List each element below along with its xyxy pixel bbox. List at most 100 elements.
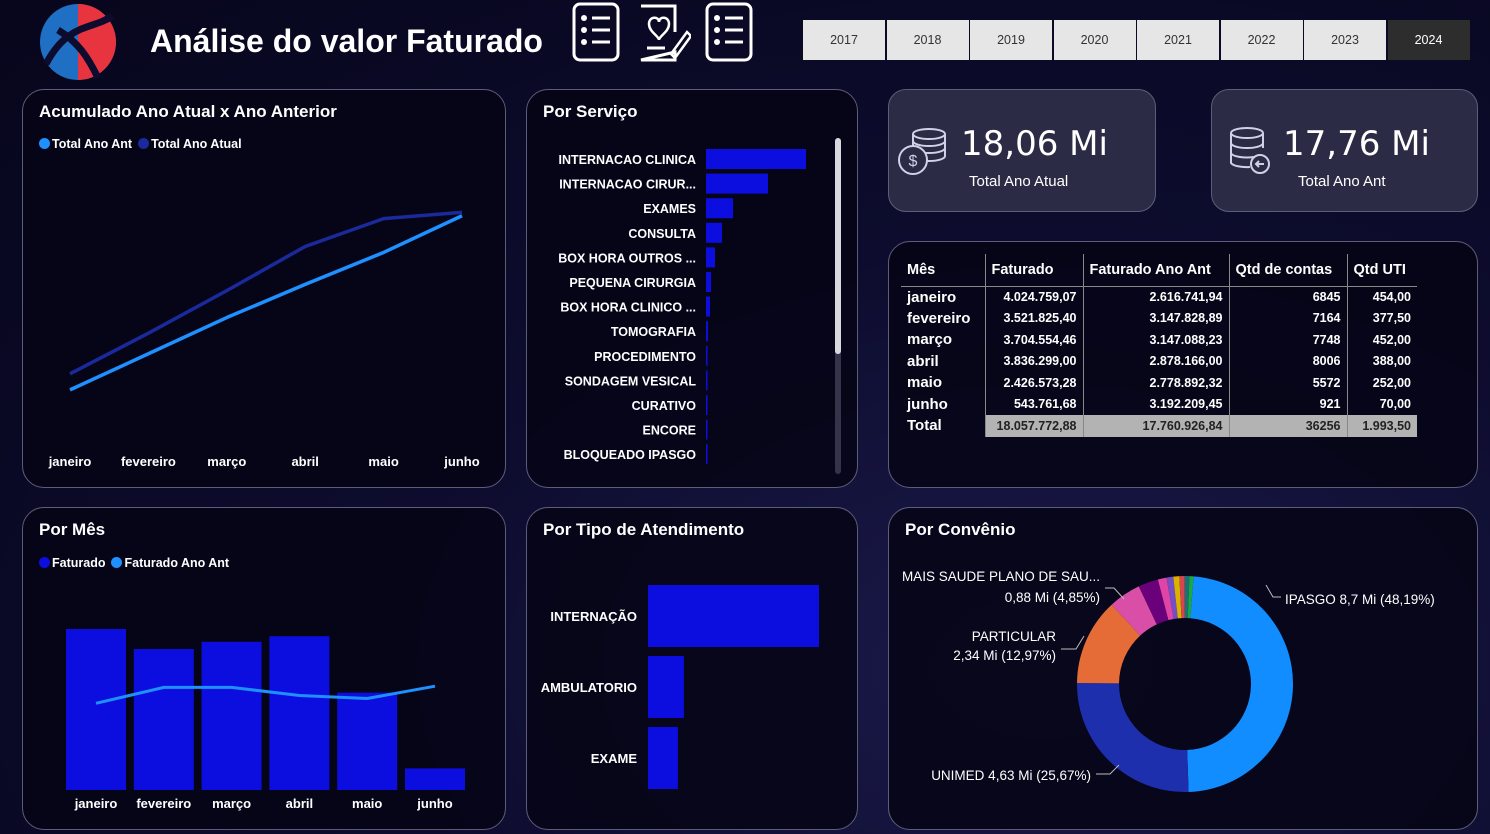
legend-item-total-ano-ant[interactable]: Total Ano Ant <box>39 137 132 151</box>
donut-slice <box>1166 576 1178 619</box>
table-cell: 3.836.299,00 <box>984 350 1083 372</box>
donut-label-unimed: UNIMED 4,63 Mi (25,67%) <box>931 768 1091 783</box>
table-cell: 543.761,68 <box>984 393 1083 415</box>
legend-item-faturado[interactable]: Faturado <box>39 556 105 570</box>
column-header[interactable]: Qtd UTI <box>1346 254 1417 287</box>
legend-dot-icon <box>111 557 123 568</box>
table-row: junho 543.761,68 3.192.209,45 921 70,00 <box>901 393 1417 415</box>
table-cell: 70,00 <box>1346 393 1417 415</box>
list-document-icon[interactable] <box>572 2 622 62</box>
legend-item-total-ano-atual[interactable]: Total Ano Atual <box>138 137 242 151</box>
scrollbar-thumb[interactable] <box>835 138 841 354</box>
servico-bar <box>706 345 708 366</box>
table-cell: 388,00 <box>1346 350 1417 372</box>
row-label: fevereiro <box>907 309 971 327</box>
month-bar <box>269 636 330 790</box>
medical-record-icon[interactable] <box>637 2 691 62</box>
x-tick-label: abril <box>291 454 318 469</box>
donut-slice <box>1184 576 1190 619</box>
y-tick-label: PEQUENA CIRURGIA <box>569 276 696 290</box>
table-cell: 2.778.892,32 <box>1082 372 1229 394</box>
x-tick-label: março <box>207 454 246 469</box>
table-cell: 7164 <box>1228 307 1347 329</box>
row-label: maio <box>907 374 943 392</box>
table-cell: 3.704.554,46 <box>984 329 1083 351</box>
table-row: fevereiro 3.521.825,40 3.147.828,89 7164 377… <box>901 307 1417 329</box>
kpi-label: Total Ano Atual <box>969 173 1069 190</box>
coins-dollar-icon: $ <box>898 128 946 175</box>
database-back-icon <box>1230 127 1270 174</box>
row-label: junho <box>907 395 948 413</box>
year-button-2017[interactable]: 2017 <box>803 20 885 60</box>
donut-slice <box>1138 579 1169 625</box>
donut-label-particular: PARTICULAR <box>972 629 1057 644</box>
table-cell: 3.147.828,89 <box>1082 307 1229 329</box>
checklist-icon[interactable] <box>705 2 755 62</box>
tipo-bar <box>648 585 819 647</box>
year-button-2023[interactable]: 2023 <box>1304 20 1386 60</box>
year-button-2021[interactable]: 2021 <box>1137 20 1219 60</box>
y-tick-label: SONDAGEM VESICAL <box>565 374 697 388</box>
table-row: maio 2.426.573,28 2.778.892,32 5572 252,00 <box>901 372 1417 394</box>
y-tick-label: ENCORE <box>643 424 696 438</box>
year-button-2024[interactable]: 2024 <box>1387 20 1470 60</box>
y-tick-label: INTERNACAO CLINICA <box>559 153 697 167</box>
year-slicer: 2017 2018 2019 2020 2021 2022 2023 2024 <box>803 20 1471 60</box>
y-tick-label: BOX HORA CLINICO ... <box>560 301 696 315</box>
servico-bar <box>706 198 733 219</box>
table-row: janeiro 4.024.759,07 2.616.741,94 6845 454,0… <box>901 286 1417 308</box>
table-cell: 36256 <box>1228 415 1347 437</box>
column-header[interactable]: Mês <box>901 254 985 287</box>
table-row: abril 3.836.299,00 2.878.166,00 8006 388,00 <box>901 350 1417 372</box>
y-tick-label: EXAME <box>591 751 638 766</box>
faturamento-table-panel: Mês Faturado Faturado Ano Ant Qtd de contas… <box>888 241 1478 488</box>
row-label: Total <box>907 417 942 435</box>
y-tick-label: INTERNAÇÃO <box>550 609 637 624</box>
tipo-bar <box>648 656 684 718</box>
table-cell: 1.993,50 <box>1346 415 1417 437</box>
donut-label-mais-saude-value: 0,88 Mi (4,85%) <box>1005 590 1100 605</box>
table-cell: 3.192.209,45 <box>1082 393 1229 415</box>
table-header-row: Mês Faturado Faturado Ano Ant Qtd de contas… <box>901 254 1417 287</box>
y-tick-label: INTERNACAO CIRUR... <box>559 178 696 192</box>
donut-slice <box>1077 604 1141 684</box>
year-button-2022[interactable]: 2022 <box>1220 20 1303 60</box>
legend-dot-icon <box>138 138 150 149</box>
year-button-2018[interactable]: 2018 <box>886 20 969 60</box>
line-series-faturado-ano-ant <box>95 684 436 705</box>
month-bar <box>133 649 194 790</box>
kpi-value: 18,06 Mi <box>961 124 1108 164</box>
table-cell: 454,00 <box>1346 286 1417 308</box>
servico-bar <box>706 419 708 440</box>
row-label: abril <box>907 352 939 370</box>
y-tick-label: AMBULATORIO <box>541 680 637 695</box>
column-header[interactable]: Faturado Ano Ant <box>1082 254 1229 287</box>
line-series-ano-atual <box>69 210 463 376</box>
table-cell: 2.878.166,00 <box>1082 350 1229 372</box>
column-header[interactable]: Faturado <box>984 254 1083 287</box>
row-label: março <box>907 331 953 349</box>
table-cell: 4.024.759,07 <box>984 286 1083 308</box>
acumulado-legend: Total Ano Ant Total Ano Atual <box>39 137 242 151</box>
year-button-2020[interactable]: 2020 <box>1053 20 1136 60</box>
por-mes-legend: Faturado Faturado Ano Ant <box>39 556 229 570</box>
faturamento-table: Mês Faturado Faturado Ano Ant Qtd de contas… <box>901 254 1417 437</box>
servico-bar <box>706 321 708 342</box>
servico-bar <box>706 222 722 243</box>
scrollbar-track[interactable] <box>835 138 841 474</box>
x-tick-label: maio <box>368 454 398 469</box>
servico-bar <box>706 370 708 391</box>
x-tick-label: janeiro <box>48 454 92 469</box>
table-cell: 452,00 <box>1346 329 1417 351</box>
table-cell: 2.616.741,94 <box>1082 286 1229 308</box>
legend-item-faturado-ano-ant[interactable]: Faturado Ano Ant <box>111 556 229 570</box>
column-header[interactable]: Qtd de contas <box>1228 254 1347 287</box>
table-row: março 3.704.554,46 3.147.088,23 7748 452,00 <box>901 329 1417 351</box>
year-button-2019[interactable]: 2019 <box>970 20 1052 60</box>
month-bar <box>201 641 262 790</box>
kpi-label: Total Ano Ant <box>1298 173 1386 190</box>
x-tick-label: janeiro <box>74 796 118 811</box>
kpi-total-ano-ant: 17,76 Mi Total Ano Ant <box>1211 89 1478 212</box>
y-tick-label: TOMOGRAFIA <box>611 325 696 339</box>
kpi-value: 17,76 Mi <box>1283 124 1430 164</box>
